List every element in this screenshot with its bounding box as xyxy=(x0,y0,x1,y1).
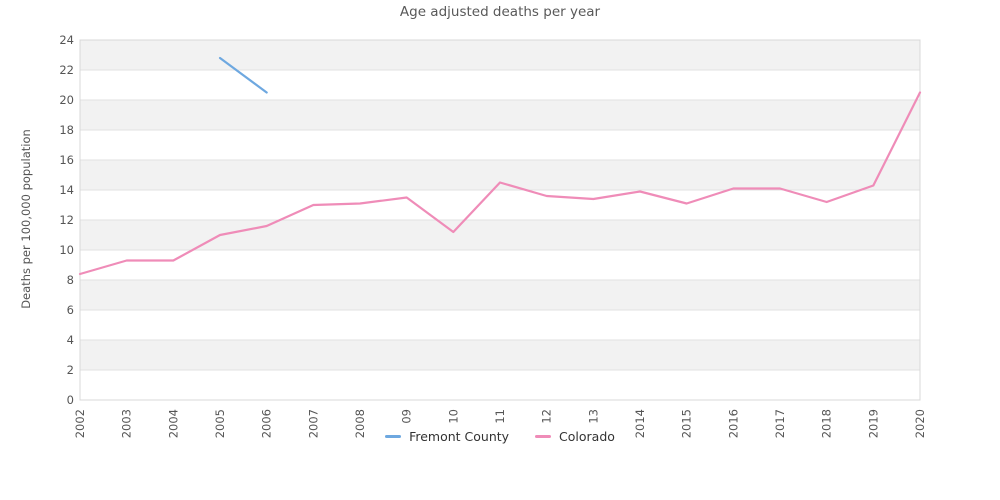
y-tick-label: 6 xyxy=(67,303,74,317)
x-tick-label: 09 xyxy=(400,409,414,424)
x-tick-label: 2007 xyxy=(306,409,320,438)
y-tick-label: 24 xyxy=(59,33,74,47)
plot-band xyxy=(80,100,920,130)
plot-border xyxy=(79,39,921,401)
y-tick-label: 14 xyxy=(59,183,74,197)
x-tick-label: 2019 xyxy=(866,409,880,438)
x-tick-label: 2004 xyxy=(166,409,180,438)
legend-item-colorado[interactable]: Colorado xyxy=(533,427,617,446)
plot-band xyxy=(80,280,920,310)
x-tick-label: 2002 xyxy=(73,409,87,438)
plot-band xyxy=(80,340,920,370)
legend: Fremont County Colorado xyxy=(0,427,1000,446)
series-line-colorado xyxy=(78,91,922,276)
x-tick-label: 2016 xyxy=(726,409,740,438)
series-line-fremont-county xyxy=(218,56,268,94)
x-tick-label: 2003 xyxy=(120,409,134,438)
legend-item-fremont-county[interactable]: Fremont County xyxy=(383,427,512,446)
x-tick-label: 2006 xyxy=(260,409,274,438)
x-tick-label: 12 xyxy=(540,409,554,424)
y-tick-label: 16 xyxy=(59,153,74,167)
y-tick-label: 4 xyxy=(67,333,74,347)
x-tick-label: 2008 xyxy=(353,409,367,438)
legend-label: Fremont County xyxy=(409,429,510,444)
x-tick-label: 10 xyxy=(446,409,460,424)
x-tick-label: 2020 xyxy=(913,409,927,438)
y-tick-label: 2 xyxy=(67,363,74,377)
y-tick-label: 20 xyxy=(59,93,74,107)
plot-band xyxy=(80,160,920,190)
legend-marker-icon xyxy=(385,435,402,438)
x-tick-label: 11 xyxy=(493,409,507,424)
plot-band xyxy=(80,40,920,70)
chart-title: Age adjusted deaths per year xyxy=(399,4,601,20)
y-tick-label: 0 xyxy=(67,393,74,407)
y-tick-label: 22 xyxy=(59,63,74,77)
y-tick-label: 18 xyxy=(59,123,74,137)
y-tick-label: 8 xyxy=(67,273,74,287)
plot-band xyxy=(80,220,920,250)
y-tick-label: 12 xyxy=(59,213,74,227)
x-tick-label: 2015 xyxy=(680,409,694,438)
x-tick-label: 2018 xyxy=(820,409,834,438)
legend-label: Colorado xyxy=(559,429,615,444)
x-tick-label: 2017 xyxy=(773,409,787,438)
y-tick-label: 10 xyxy=(59,243,74,257)
legend-marker-icon xyxy=(535,435,552,438)
x-tick-label: 13 xyxy=(586,409,600,424)
x-tick-label: 2005 xyxy=(213,409,227,438)
x-tick-label: 2014 xyxy=(633,409,647,438)
